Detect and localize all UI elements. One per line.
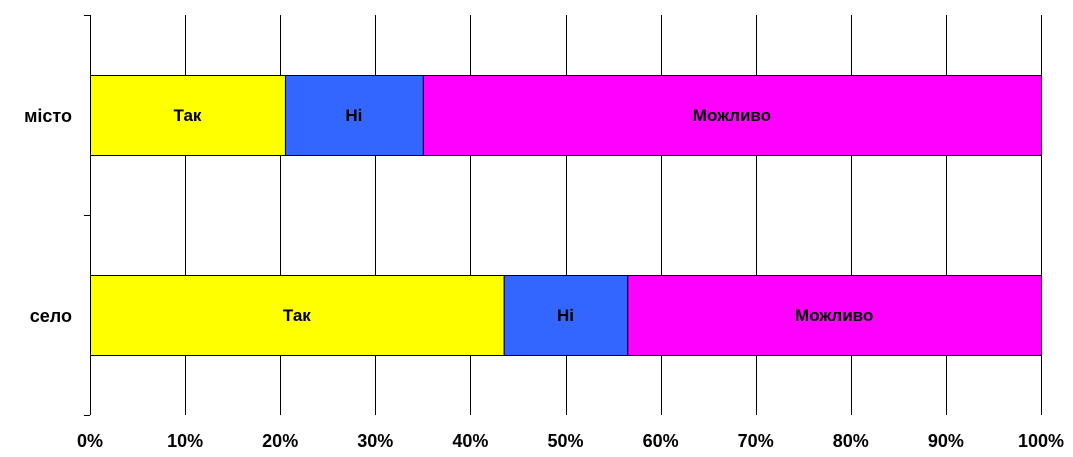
- segment-label: Ні: [345, 106, 362, 125]
- bar-segment-місто-Ні: [284, 75, 424, 156]
- bar-segment-село-Так: [90, 275, 505, 356]
- axes: [84, 15, 91, 416]
- x-tick-label: 80%: [833, 431, 869, 451]
- x-tick-label: 60%: [643, 431, 679, 451]
- segment-label: Так: [174, 106, 202, 125]
- segment-label: Можливо: [795, 306, 873, 325]
- x-tick-label: 70%: [738, 431, 774, 451]
- x-tick-label: 40%: [452, 431, 488, 451]
- x-tick-label: 100%: [1018, 431, 1064, 451]
- segment-label: Можливо: [693, 106, 771, 125]
- x-tick-label: 0%: [77, 431, 103, 451]
- x-tick-label: 10%: [167, 431, 203, 451]
- x-tick-label: 20%: [262, 431, 298, 451]
- category-label: місто: [24, 106, 72, 126]
- segment-label: Так: [283, 306, 311, 325]
- bar-segment-село-Ні: [503, 275, 629, 356]
- bars: [90, 75, 1043, 356]
- labels: 0% 10% 20% 30% 40% 50% 60% 70% 80% 90% 100% Так Ні Мо…: [24, 106, 1064, 451]
- x-tick-label: 30%: [357, 431, 393, 451]
- bar-segment-село-Можливо: [627, 275, 1042, 356]
- category-label: село: [30, 306, 72, 326]
- x-tick-label: 90%: [928, 431, 964, 451]
- x-tick-label: 50%: [547, 431, 583, 451]
- bar-segment-місто-Можливо: [422, 75, 1043, 156]
- bar-segment-місто-Так: [90, 75, 286, 156]
- segment-label: Ні: [557, 306, 574, 325]
